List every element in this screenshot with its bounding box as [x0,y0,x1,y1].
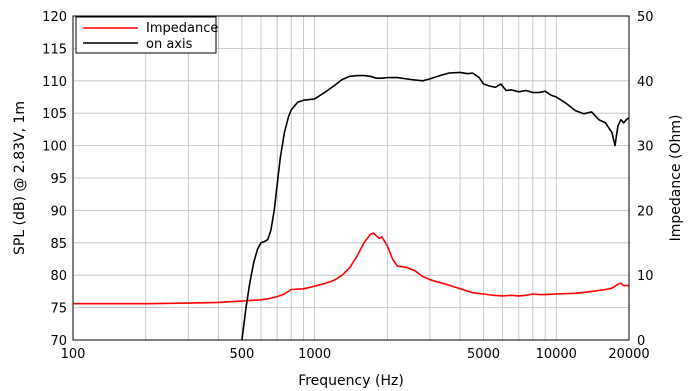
x-tick-label: 100 [61,347,86,362]
y-right-tick-label: 0 [637,334,645,349]
y-left-tick-label: 85 [50,237,67,252]
y-left-tick-label: 95 [50,172,67,187]
y-right-tick-label: 50 [637,10,654,25]
y-left-tick-label: 100 [42,140,67,155]
legend-label-impedance: Impedance [146,21,218,36]
x-tick-label: 10000 [536,347,577,362]
y-left-tick-label: 80 [50,269,67,284]
y-right-tick-label: 40 [637,75,654,90]
x-tick-label: 1000 [298,347,331,362]
y-left-tick-label: 120 [42,10,67,25]
y-right-tick-label: 20 [637,204,654,219]
y-axis-left-label: SPL (dB) @ 2.83V, 1m [12,101,28,255]
plot-frame [72,15,630,341]
series-line-on-axis [241,71,630,341]
x-axis-label: Frequency (Hz) [298,373,404,389]
y-left-tick-label: 115 [42,42,67,57]
y-right-tick-label: 30 [637,140,654,155]
y-left-tick-label: 90 [50,204,67,219]
y-right-tick-label: 10 [637,269,654,284]
series-line-impedance [73,232,629,305]
x-tick-label: 500 [229,347,254,362]
legend-label-on-axis: on axis [146,37,193,52]
y-axis-right-label: Impedance (Ohm) [668,115,684,242]
tick-labels: 100 500 1000 5000 10000 200007075808590951001… [42,10,653,362]
x-tick-label: 5000 [467,347,500,362]
x-tick-label: 20000 [608,347,649,362]
legend-box [75,16,217,54]
y-left-tick-label: 75 [50,302,67,317]
y-left-tick-label: 70 [50,334,67,349]
plot-series [73,71,630,341]
y-left-tick-label: 105 [42,107,67,122]
y-left-tick-label: 110 [42,75,67,90]
legend: Impedance on axis [75,16,218,54]
